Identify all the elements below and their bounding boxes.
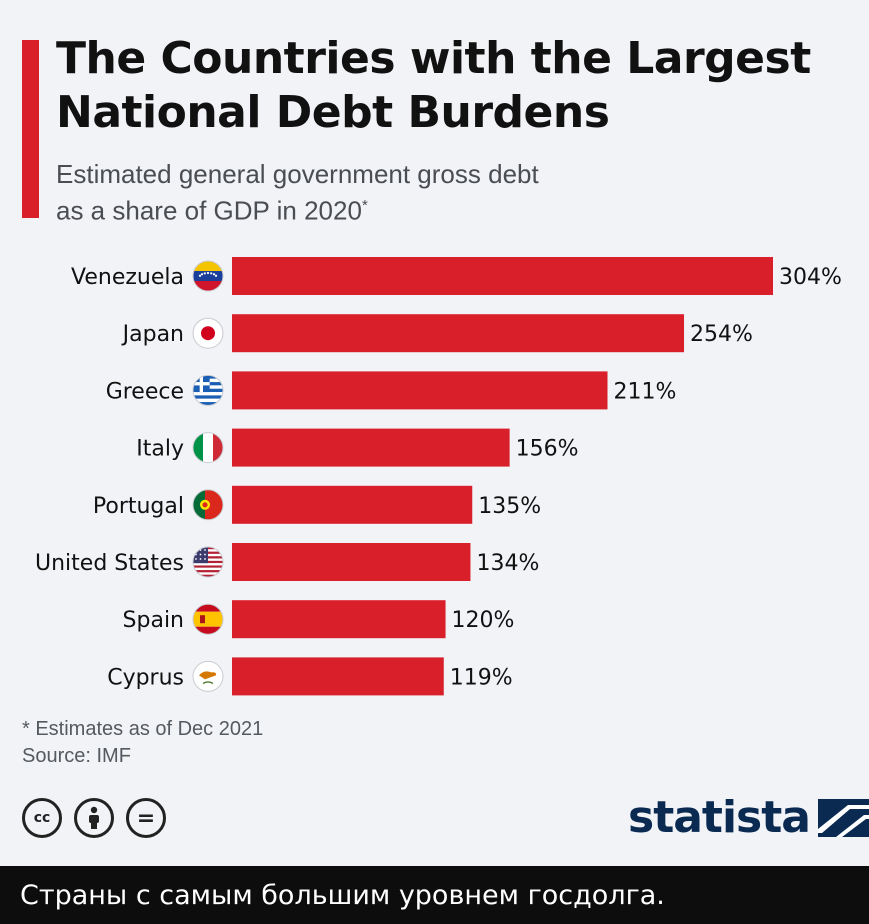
creative-commons-symbol: cc <box>33 810 51 826</box>
value-label: 254% <box>690 322 753 347</box>
subtitle-line-1: Estimated general government gross debt <box>56 159 539 189</box>
spain-flag-icon <box>192 603 224 635</box>
greece-flag-icon <box>192 374 224 406</box>
bar-greece <box>232 371 608 410</box>
category-label: Japan <box>121 322 184 347</box>
united-states-flag-icon <box>192 546 224 578</box>
category-label: Spain <box>123 608 184 633</box>
title-line-1: The Countries with the Largest <box>56 33 811 84</box>
attribution-icon[interactable] <box>74 798 114 838</box>
brand-name: statista <box>628 792 811 843</box>
caption-bar: Страны с самым большим уровнем госдолга. <box>0 866 869 924</box>
category-label: United States <box>35 551 184 576</box>
value-label: 211% <box>613 379 676 404</box>
value-label: 134% <box>476 551 539 576</box>
no-derivatives-icon[interactable]: = <box>126 798 166 838</box>
title-line-2: National Debt Burdens <box>56 87 610 138</box>
footnote-marker: * <box>361 197 368 214</box>
bar-venezuela <box>232 257 773 295</box>
value-label: 119% <box>450 665 513 690</box>
value-label: 120% <box>452 608 515 633</box>
no-derivatives-symbol: = <box>136 805 156 831</box>
venezuela-flag-icon <box>192 260 224 292</box>
bar-spain <box>232 600 446 639</box>
subtitle-line-2: as a share of GDP in 2020* <box>56 190 676 227</box>
category-label: Portugal <box>93 494 184 519</box>
portugal-flag-icon <box>192 489 224 521</box>
category-label: Venezuela <box>71 265 184 290</box>
bar-cyprus <box>232 657 444 696</box>
bar-portugal <box>232 485 473 524</box>
bar-chart: Venezuela 304% Japan 254% Greece 211% Italy 156… <box>35 257 842 696</box>
source-note: Source: IMF <box>22 745 131 767</box>
value-label: 304% <box>779 265 842 290</box>
subtitle-line-2-text: as a share of GDP in 2020 <box>56 195 362 226</box>
person-glyph <box>89 806 99 829</box>
creative-commons-icon[interactable]: cc <box>22 798 62 838</box>
infographic-card: The Countries with the Largest National … <box>0 0 869 866</box>
category-label: Italy <box>136 437 184 462</box>
bar-italy <box>232 428 510 467</box>
chart-subtitle: Estimated general government gross debt … <box>56 158 676 227</box>
chart-title: The Countries with the Largest National … <box>56 32 856 140</box>
chart-notes: * Estimates as of Dec 2021 Source: IMF <box>22 716 263 770</box>
value-label: 156% <box>516 437 579 462</box>
bar-japan <box>232 314 685 353</box>
statista-mark-icon <box>817 798 869 837</box>
value-label: 135% <box>478 494 541 519</box>
cyprus-flag-icon <box>192 660 224 692</box>
title-accent-bar <box>22 40 39 218</box>
bar-united-states <box>232 543 471 581</box>
category-label: Cyprus <box>107 665 184 690</box>
italy-flag-icon <box>192 432 224 464</box>
japan-flag-icon <box>192 317 224 349</box>
footnote: * Estimates as of Dec 2021 <box>22 718 264 740</box>
category-label: Greece <box>106 379 184 404</box>
caption-text: Страны с самым большим уровнем госдолга. <box>20 880 665 911</box>
statista-logo[interactable]: statista <box>628 792 869 843</box>
